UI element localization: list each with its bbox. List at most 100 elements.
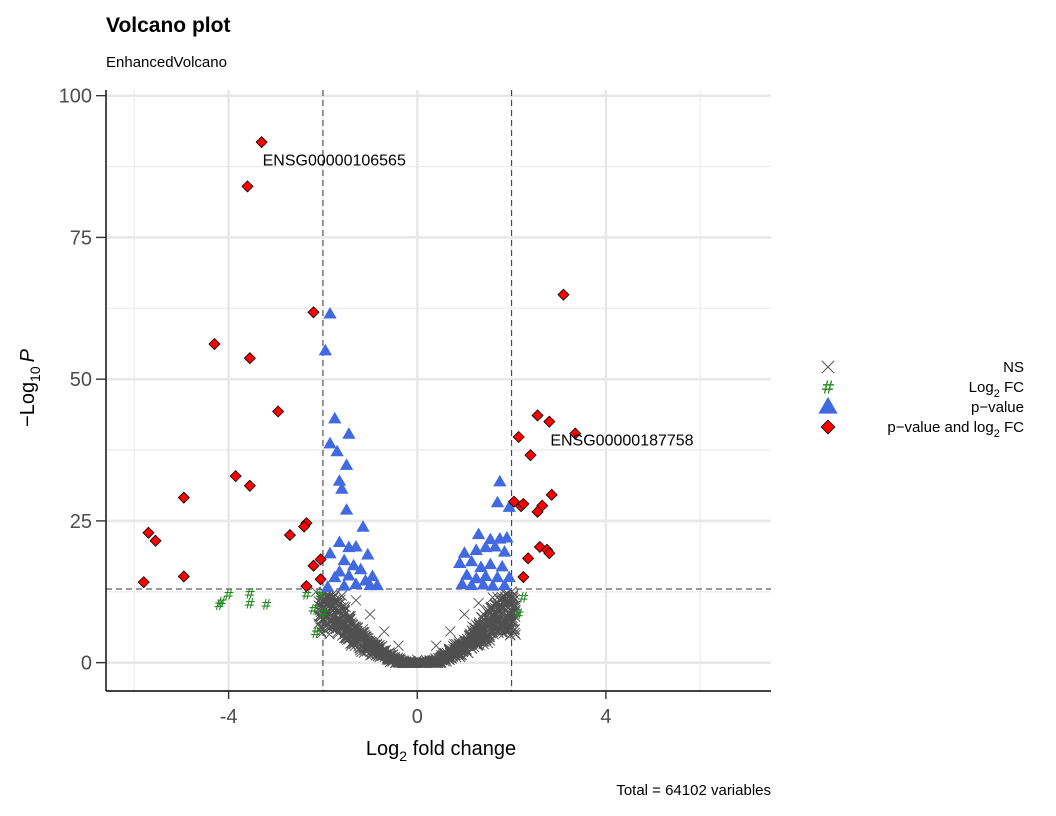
x-tick-label: -4: [220, 706, 238, 728]
data-points: #############: [137, 136, 582, 668]
pvalue-point: [339, 458, 354, 470]
pvalue-point: [483, 532, 498, 545]
ns-series: [310, 586, 522, 668]
pvalue-point: [500, 530, 514, 543]
sig-point: [272, 405, 285, 418]
pvalue-point: [349, 577, 363, 589]
ns-point: [489, 615, 501, 627]
legend-label: NS: [1003, 359, 1024, 376]
sig-point: [177, 491, 190, 504]
pvalue-point: [486, 579, 500, 591]
ns-point: [344, 613, 356, 625]
sig-point: [517, 570, 530, 584]
pvalue-point: [457, 546, 472, 558]
pvalue-point-series: [318, 306, 516, 592]
ns-point: [459, 609, 470, 620]
ns-point: [420, 657, 431, 668]
x-tick-label: 0: [412, 706, 423, 728]
sig-point: [507, 495, 521, 508]
ns-point: [488, 617, 500, 629]
ns-point: [339, 632, 350, 644]
fc-point: #: [301, 588, 313, 604]
cutoff-lines: [106, 90, 771, 691]
ns-point: [453, 642, 465, 654]
ns-point: [443, 654, 455, 665]
tick-labels: 0 25 50 75 100 -4 0 4: [59, 86, 612, 728]
pvalue-point: [479, 569, 493, 582]
sig-point: [298, 520, 311, 533]
pvalue-point: [339, 503, 354, 515]
pvalue-point: [323, 546, 337, 559]
ns-point: [339, 605, 350, 617]
fc-point: #: [317, 606, 329, 622]
ns-point: [490, 624, 501, 636]
ns-point: [411, 657, 423, 668]
ns-point: [329, 619, 340, 631]
ns-point: [393, 640, 404, 651]
pvalue-point: [318, 343, 332, 356]
fc-point: #: [223, 588, 235, 604]
ns-point: [412, 657, 424, 668]
ns-point: [314, 622, 326, 633]
ns-point: [384, 652, 396, 664]
fc-point: #: [308, 602, 320, 618]
pvalue-point: [464, 554, 479, 567]
sig-point: [283, 529, 297, 542]
pvalue-point: [349, 539, 363, 552]
pvalue-point: [490, 570, 505, 583]
sig-point: [177, 570, 190, 583]
ns-point: [491, 597, 503, 609]
ns-point: [331, 622, 342, 634]
ns-point: [407, 657, 418, 668]
legend-item-p: p−value: [818, 396, 1024, 416]
pvalue-point: [335, 482, 349, 494]
ns-point: [498, 614, 510, 625]
fc-point: #: [315, 588, 327, 604]
sig-point: [137, 576, 150, 589]
ns-point: [357, 627, 369, 639]
pvalue-point: [476, 577, 490, 590]
sig-point: [512, 430, 525, 444]
sig-point: [557, 288, 570, 301]
grid: [106, 90, 771, 691]
legend-triangle-icon: [818, 396, 838, 414]
y-tick-label: 25: [70, 511, 92, 533]
sig-point: [307, 306, 320, 319]
ns-point: [348, 633, 360, 645]
legend-label: Log2 FC: [969, 379, 1024, 400]
pvalue-point: [497, 545, 512, 557]
point-labels: ENSG00000106565 ENSG00000187758: [263, 153, 694, 450]
ns-point: [403, 657, 415, 668]
ns-point: [444, 626, 456, 637]
sig-point: [241, 180, 254, 193]
fc-point: #: [513, 607, 525, 623]
ns-point: [333, 597, 345, 609]
legend-item-pfc: p−value and log2 FC: [820, 419, 1024, 440]
ns-point: [462, 638, 473, 650]
pvalue-point: [453, 556, 467, 568]
ns-point: [493, 614, 505, 625]
ns-point: [353, 626, 364, 638]
chart-title: Volcano plot: [106, 14, 230, 37]
ns-point: [316, 611, 327, 622]
caption: Total = 64102 variables: [616, 782, 771, 799]
ns-point: [314, 604, 326, 616]
ns-point: [317, 590, 328, 602]
legend-cross-icon: [821, 360, 835, 374]
ns-point: [510, 629, 521, 641]
ns-point: [363, 641, 375, 653]
pvalue-point: [346, 558, 361, 571]
ns-point: [313, 618, 324, 629]
gene-label: ENSG00000106565: [263, 153, 406, 170]
sig-point: [531, 505, 544, 518]
sig-point: [545, 488, 558, 501]
pvalue-point: [455, 577, 469, 589]
ns-point: [507, 606, 519, 618]
gene-label: ENSG00000187758: [550, 432, 693, 449]
sig-point: [229, 470, 242, 483]
y-tick-label: 100: [59, 86, 92, 108]
pvalue-point: [490, 495, 505, 508]
ns-point: [316, 592, 327, 604]
ns-point: [350, 630, 362, 641]
ns-point: [385, 649, 396, 661]
